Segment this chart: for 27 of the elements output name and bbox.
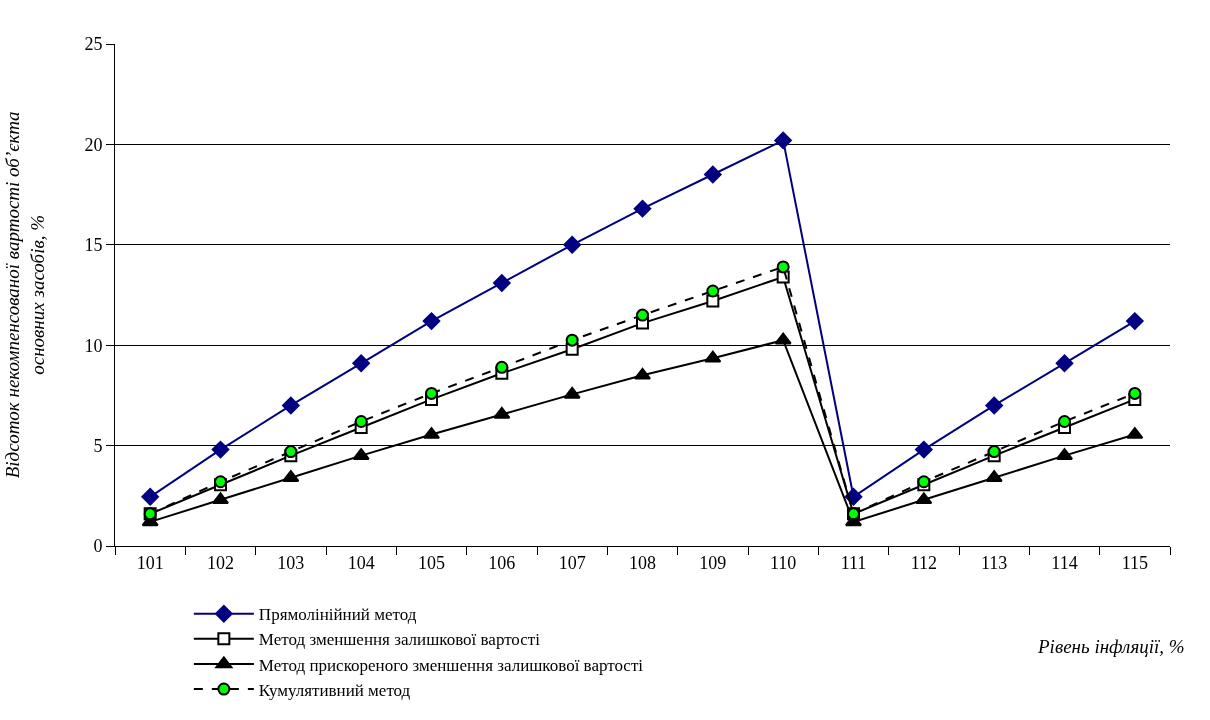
x-tick-label: 108 [629, 552, 656, 573]
y-tick-label: 25 [84, 34, 103, 55]
legend-label: Метод зменшення залишкової вартості [258, 630, 541, 650]
legend-label: Прямолінійний метод [258, 605, 417, 625]
y-tick-label: 5 [93, 435, 103, 456]
x-tick-label: 115 [1121, 552, 1148, 573]
x-tick-label: 109 [699, 552, 727, 573]
y-tick-label: 0 [93, 536, 103, 557]
x-tick-label: 105 [418, 552, 445, 573]
x-tick-label: 114 [1051, 552, 1078, 573]
x-tick-label: 103 [277, 552, 305, 573]
x-tick-label: 101 [136, 552, 164, 573]
y-tick-label: 20 [84, 134, 103, 155]
x-tick-label: 104 [347, 552, 375, 573]
x-tick-label: 113 [981, 552, 1008, 573]
y-tick-label: 15 [84, 235, 103, 256]
legend-label: Метод прискореного зменшення залишкової вартості [258, 655, 644, 675]
y-tick-label: 10 [84, 335, 103, 356]
x-tick-label: 107 [558, 552, 586, 573]
legend-label: Кумулятивний метод [258, 680, 411, 700]
x-tick-label: 112 [910, 552, 937, 573]
y-axis-title: Відсоток некомпенсованої вартості об’єкта основних засобів, % [2, 111, 49, 479]
x-tick-label: 110 [770, 552, 797, 573]
x-axis-title: Рівень інфляції, % [1037, 636, 1185, 657]
x-tick-label: 102 [207, 552, 234, 573]
x-tick-label: 111 [840, 552, 867, 573]
x-tick-label: 106 [488, 552, 516, 573]
